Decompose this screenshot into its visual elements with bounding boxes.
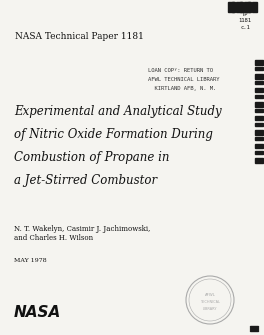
Bar xyxy=(248,2,251,12)
Text: LIBRARY: LIBRARY xyxy=(203,307,217,311)
Text: NASA
TP
1181
c.1: NASA TP 1181 c.1 xyxy=(238,6,252,29)
Bar xyxy=(240,2,243,12)
Text: MAY 1978: MAY 1978 xyxy=(14,258,47,263)
Text: Combustion of Propane in: Combustion of Propane in xyxy=(14,151,169,164)
Text: a Jet-Stirred Combustor: a Jet-Stirred Combustor xyxy=(14,174,157,187)
Bar xyxy=(250,326,258,327)
Bar xyxy=(255,74,263,79)
Bar xyxy=(255,102,263,107)
Bar xyxy=(255,116,263,120)
Text: NASA: NASA xyxy=(14,305,61,320)
Bar xyxy=(255,130,263,135)
Bar xyxy=(255,151,263,154)
Text: TECHNICAL: TECHNICAL xyxy=(200,300,220,304)
Bar xyxy=(255,67,263,70)
Text: N. T. Wakelyn, Casimir J. Jachimowski,: N. T. Wakelyn, Casimir J. Jachimowski, xyxy=(14,225,150,233)
Bar xyxy=(250,328,258,329)
Text: AFWL TECHNICAL LIBRARY: AFWL TECHNICAL LIBRARY xyxy=(148,77,219,82)
Bar xyxy=(255,109,263,112)
Bar xyxy=(250,330,258,331)
Bar xyxy=(236,2,242,12)
Bar xyxy=(255,137,263,140)
Bar xyxy=(255,95,263,98)
Text: and Charles H. Wilson: and Charles H. Wilson xyxy=(14,234,93,242)
Bar xyxy=(255,123,263,126)
Bar xyxy=(228,2,234,12)
Bar xyxy=(255,158,263,163)
Bar xyxy=(252,2,257,12)
Bar xyxy=(255,88,263,92)
Text: AFWL: AFWL xyxy=(205,293,215,297)
Bar xyxy=(255,60,263,65)
Bar xyxy=(232,2,235,12)
Bar xyxy=(255,81,263,84)
Text: of Nitric Oxide Formation During: of Nitric Oxide Formation During xyxy=(14,128,213,141)
Bar xyxy=(244,2,250,12)
Bar xyxy=(255,144,263,148)
Text: Experimental and Analytical Study: Experimental and Analytical Study xyxy=(14,105,221,118)
Text: KIRTLAND AFB, N. M.: KIRTLAND AFB, N. M. xyxy=(148,86,216,91)
Text: LOAN COPʸ: RETURN TO: LOAN COPʸ: RETURN TO xyxy=(148,68,213,73)
Text: NASA Technical Paper 1181: NASA Technical Paper 1181 xyxy=(15,32,144,41)
